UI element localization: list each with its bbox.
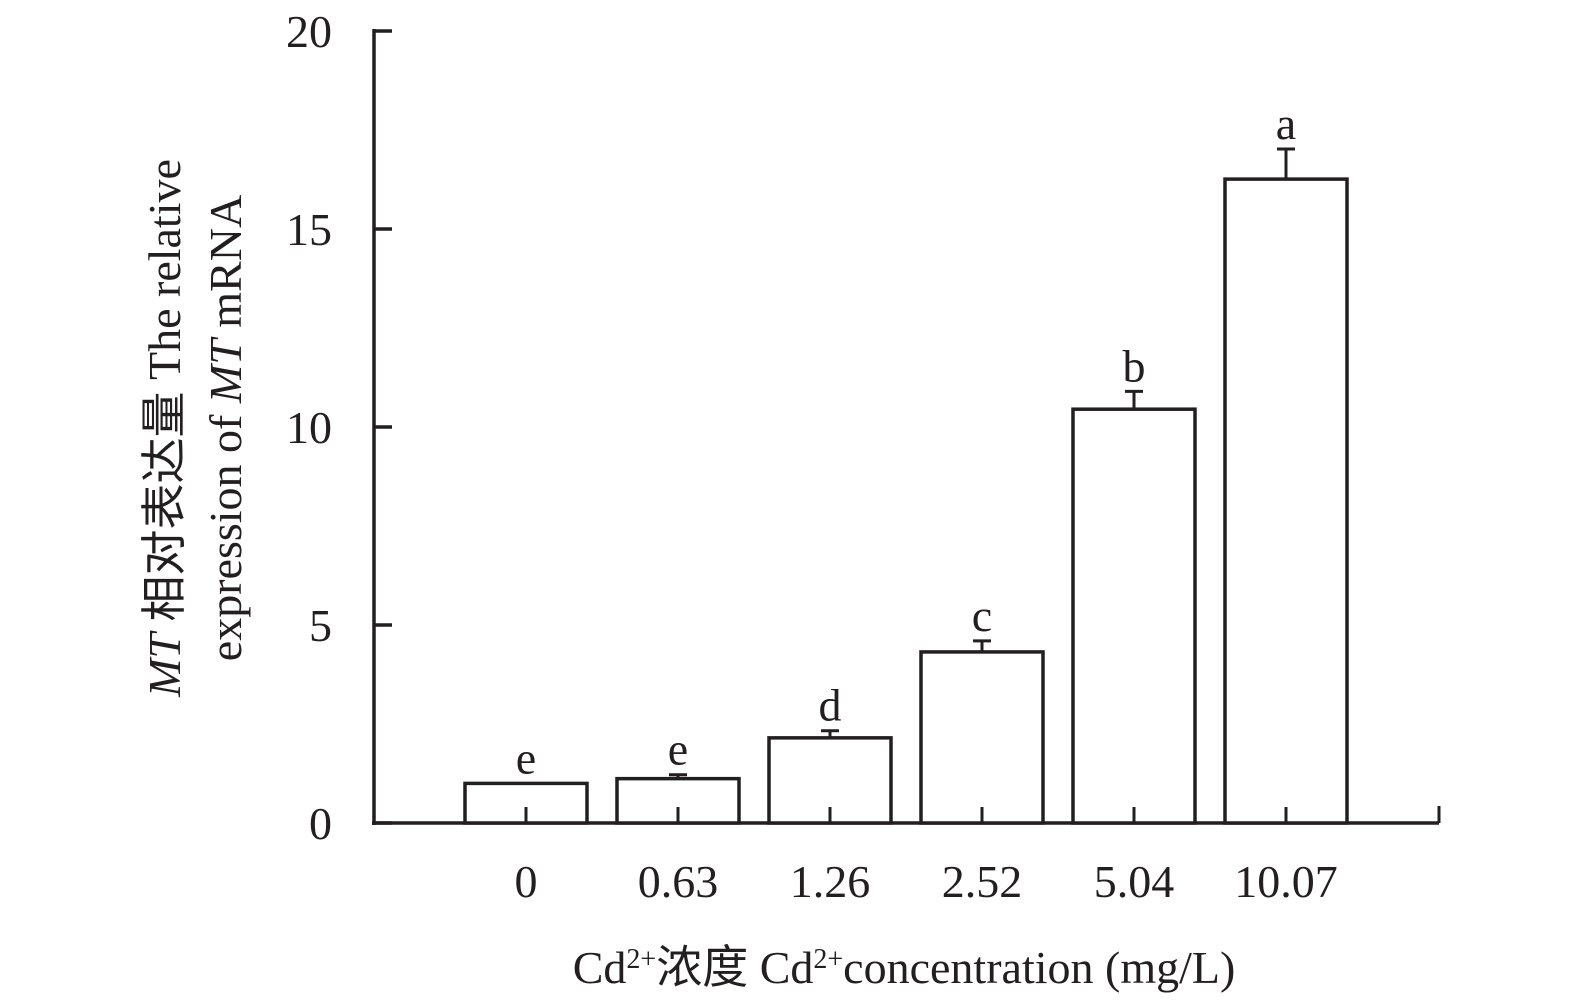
x-axis-title-part1: Cd: [573, 942, 627, 993]
y-tick-label: 5: [309, 600, 332, 651]
bar: [1071, 407, 1197, 825]
significance-label: e: [516, 732, 536, 783]
bar: [1223, 177, 1349, 825]
y-axis-title-italic-mt: MT: [139, 630, 190, 698]
y-tick-label: 15: [286, 204, 332, 255]
x-axis-title-sup1: 2+: [626, 944, 656, 975]
x-tick-label: 0: [515, 856, 538, 907]
x-tick-label: 10.07: [1234, 856, 1338, 907]
significance-label: d: [819, 680, 842, 731]
x-tick-label: 2.52: [942, 856, 1023, 907]
significance-label: e: [668, 724, 688, 775]
x-tick-label: 5.04: [1094, 856, 1175, 907]
significance-label: a: [1276, 98, 1296, 149]
bar: [463, 781, 589, 825]
y-tick-label: 10: [286, 402, 332, 453]
x-tick-label: 1.26: [790, 856, 871, 907]
x-tick-label: 0.63: [638, 856, 719, 907]
x-axis-title-part3: concentration (mg/L): [843, 942, 1235, 993]
y-tick-label: 20: [286, 6, 332, 57]
x-axis-title: Cd2+浓度 Cd2+concentration (mg/L): [573, 942, 1236, 993]
y-axis-title-line2-italic: MT: [200, 336, 251, 404]
x-axis-title-part2: 浓度 Cd: [656, 942, 813, 993]
x-ticks: 0 0.63 1.26 2.52 5.04 10.07: [515, 807, 1338, 907]
y-axis-title-line2: expression of MT mRNA: [200, 195, 251, 661]
y-axis-title-line2-end: mRNA: [200, 195, 251, 339]
x-axis-title-sup2: 2+: [813, 944, 843, 975]
y-ticks: 0 5 10 15 20: [286, 6, 392, 849]
y-axis-title-rest: 相对表达量 The relative: [139, 159, 190, 633]
y-tick-label: 0: [309, 798, 332, 849]
y-axis-title-line2-start: expression of: [200, 403, 251, 661]
significance-label: c: [972, 590, 992, 641]
significance-label: b: [1123, 340, 1146, 391]
bar: [919, 650, 1045, 825]
bars: e e d c b a: [463, 98, 1349, 825]
y-axis-title-line1: MT 相对表达量 The relative: [139, 159, 190, 698]
